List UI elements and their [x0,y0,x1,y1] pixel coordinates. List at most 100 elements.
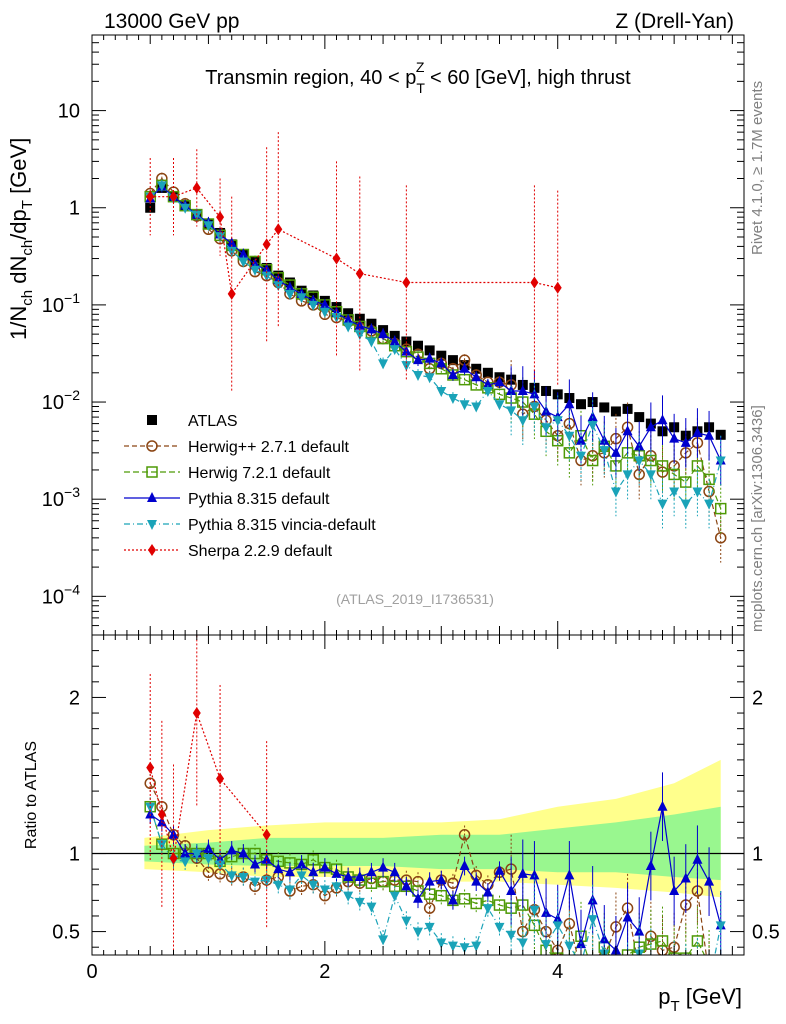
data-point [308,880,319,891]
data-point [273,880,284,891]
data-point [319,861,330,872]
data-point [482,378,493,389]
data-point [704,499,715,510]
x-tick-label: 2 [319,961,330,983]
data-point [681,974,691,984]
data-point [261,876,272,887]
data-point [296,293,307,304]
data-point [424,922,435,933]
ratio-band-stat [144,806,721,881]
data-point [284,866,295,877]
data-point [262,238,271,251]
data-point [436,350,447,361]
data-point [529,402,540,413]
data-point [692,487,703,498]
legend-label: Pythia 8.315 vincia-default [188,517,376,534]
data-point [191,849,202,860]
data-point [529,869,540,880]
data-point [692,968,702,978]
data-point [331,882,342,893]
data-point [471,875,482,886]
data-point [401,880,412,891]
y-tick-label: 10 [58,101,80,123]
data-point [471,402,482,413]
data-point [436,938,447,949]
data-point [599,434,610,445]
data-point [355,267,364,280]
data-point [366,866,377,877]
data-point [715,921,726,932]
data-point [447,394,458,405]
data-point [680,436,691,447]
data-point [622,911,633,922]
data-point [226,246,237,257]
series-atlas [145,182,726,441]
data-point [262,828,271,841]
data-point [447,941,458,952]
data-point [634,412,645,423]
data-point [494,864,505,875]
data-point [634,925,645,936]
data-point [202,866,215,879]
data-point [169,852,178,865]
data-point [424,345,435,356]
data-point [634,456,645,467]
data-point [610,487,621,498]
data-point [553,281,562,294]
data-point [308,866,319,877]
data-point [541,423,552,434]
data-point [470,897,482,910]
data-point [494,400,505,411]
data-point [284,289,295,300]
data-point [238,872,249,883]
ratio-y-tick-label: 1 [752,844,763,866]
data-point [413,340,423,351]
data-point [599,402,610,413]
data-point [506,885,517,895]
data-point [180,857,191,868]
data-point [459,400,470,411]
data-point [646,959,656,969]
data-point [471,941,482,952]
data-point [378,935,389,946]
data-point [669,487,680,498]
data-point [517,867,528,878]
data-point [715,429,726,440]
data-point [458,893,471,905]
data-point [576,399,586,410]
data-point [343,313,354,324]
series-sherpa-2-2-9-default [146,132,562,391]
data-point [447,355,458,366]
data-point [308,300,319,311]
data-point [587,421,598,432]
data-point [402,276,411,289]
data-point [147,520,157,530]
series-line [150,187,558,296]
data-point [378,359,389,370]
data-point [680,499,691,510]
data-point [564,962,574,972]
data-point [657,800,668,811]
data-point [203,221,214,232]
data-point [354,870,365,881]
data-point [599,933,610,944]
data-point [587,894,598,905]
data-point [146,440,158,452]
data-point [332,252,341,265]
data-series [144,132,727,984]
data-point [157,808,166,821]
data-point [506,406,517,417]
data-point [413,892,423,903]
y-tick-label: 10−1 [42,290,80,317]
data-point [424,875,435,886]
legend-entry: ATLAS [147,413,238,430]
ratio-y-tick-label: 1 [69,844,80,866]
legend: ATLAS Herwig++ 2.7.1 default Herwig 7.2.1 … [124,413,376,560]
legend-entry: Pythia 8.315 vincia-default [124,517,376,534]
data-point [343,308,354,319]
data-point [645,860,656,871]
data-point [715,456,726,467]
data-point [250,858,260,869]
data-point [622,470,633,481]
data-point [226,844,237,855]
